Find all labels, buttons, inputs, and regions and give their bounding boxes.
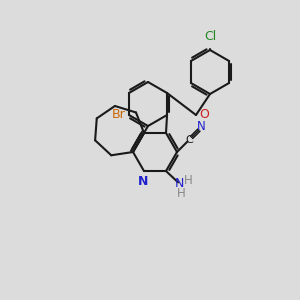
Text: N: N bbox=[197, 120, 206, 133]
Text: H: H bbox=[177, 187, 185, 200]
Text: Br: Br bbox=[112, 109, 126, 122]
Text: H: H bbox=[184, 174, 193, 187]
Text: C: C bbox=[186, 135, 193, 145]
Text: O: O bbox=[199, 107, 209, 121]
Text: Cl: Cl bbox=[204, 30, 216, 43]
Text: N: N bbox=[174, 177, 184, 190]
Text: N: N bbox=[138, 175, 148, 188]
